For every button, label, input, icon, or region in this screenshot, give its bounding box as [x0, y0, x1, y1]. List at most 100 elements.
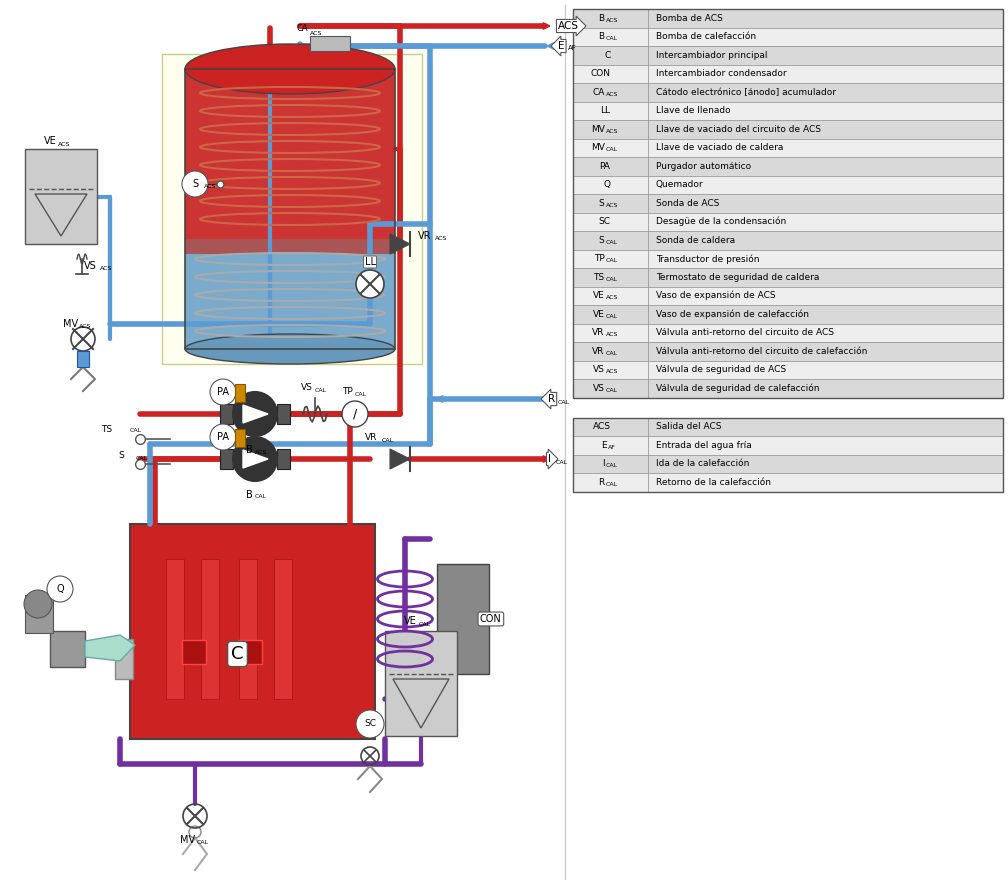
Bar — [648, 176, 1003, 194]
Text: CAL: CAL — [606, 277, 618, 282]
Text: R: R — [548, 394, 555, 404]
Text: SC: SC — [364, 720, 376, 728]
Text: LL: LL — [601, 106, 611, 115]
Text: R: R — [599, 477, 605, 487]
Bar — [648, 231, 1003, 249]
Bar — [239, 559, 257, 699]
Text: MV: MV — [591, 143, 605, 152]
Polygon shape — [243, 450, 268, 468]
Text: CAL: CAL — [558, 400, 571, 405]
Bar — [573, 102, 648, 120]
Text: B: B — [599, 14, 605, 23]
Bar — [220, 404, 233, 424]
Ellipse shape — [185, 44, 395, 94]
Bar — [573, 379, 648, 398]
Text: ACS: ACS — [606, 202, 618, 208]
Text: VS: VS — [593, 365, 605, 374]
Text: Bomba de ACS: Bomba de ACS — [656, 14, 723, 23]
Text: CAL: CAL — [382, 438, 394, 443]
Text: ACS: ACS — [204, 185, 217, 189]
Text: Vaso de expansión de ACS: Vaso de expansión de ACS — [656, 291, 775, 301]
Text: VR: VR — [418, 231, 431, 241]
Text: Q: Q — [56, 584, 64, 594]
Text: B: B — [599, 32, 605, 42]
Bar — [648, 102, 1003, 120]
Text: ACS: ACS — [435, 237, 448, 241]
Bar — [648, 268, 1003, 286]
Bar — [648, 436, 1003, 454]
Text: Llave de vaciado del circuito de ACS: Llave de vaciado del circuito de ACS — [656, 125, 821, 133]
Bar — [648, 454, 1003, 473]
Bar — [573, 120, 648, 139]
Text: Válvula anti-retorno del circuito de ACS: Válvula anti-retorno del circuito de ACS — [656, 328, 834, 338]
Text: ACS: ACS — [79, 324, 92, 330]
Text: I: I — [602, 460, 605, 469]
Text: ACS: ACS — [606, 332, 618, 338]
Text: CAL: CAL — [606, 388, 618, 392]
Bar — [648, 249, 1003, 268]
Text: B: B — [246, 490, 253, 500]
Text: Bomba de calefacción: Bomba de calefacción — [656, 32, 756, 42]
Bar — [130, 524, 375, 739]
Text: Entrada del agua fría: Entrada del agua fría — [656, 441, 752, 450]
Text: MV: MV — [591, 125, 605, 133]
Text: VS: VS — [593, 384, 605, 392]
Text: Cátodo electrónico [ánodo] acumulador: Cátodo electrónico [ánodo] acumulador — [656, 88, 836, 96]
Text: CAL: CAL — [255, 494, 267, 499]
Circle shape — [24, 590, 52, 618]
Text: CAL: CAL — [314, 387, 328, 392]
Text: Válvula de seguridad de calefacción: Válvula de seguridad de calefacción — [656, 384, 820, 393]
Bar — [648, 139, 1003, 157]
Bar — [573, 249, 648, 268]
Bar — [573, 65, 648, 83]
Bar — [573, 194, 648, 212]
Bar — [277, 404, 290, 424]
Text: B: B — [246, 445, 253, 455]
Bar — [648, 473, 1003, 492]
Bar — [185, 69, 395, 349]
Bar — [573, 9, 1003, 398]
Text: Q: Q — [604, 180, 611, 189]
Text: CA: CA — [296, 24, 308, 33]
Text: CAL: CAL — [606, 463, 618, 469]
Bar — [648, 361, 1003, 379]
Text: Retorno de la calefacción: Retorno de la calefacción — [656, 477, 771, 487]
Bar — [648, 9, 1003, 27]
Text: ACS: ACS — [310, 31, 323, 36]
Bar — [166, 559, 184, 699]
Bar — [648, 65, 1003, 83]
Circle shape — [342, 401, 368, 427]
Text: ACS: ACS — [606, 295, 618, 301]
Text: VE: VE — [404, 616, 417, 626]
Bar — [235, 429, 245, 447]
Bar — [573, 231, 648, 249]
Text: Salida del ACS: Salida del ACS — [656, 423, 722, 431]
Text: CAL: CAL — [197, 841, 209, 845]
Bar — [648, 157, 1003, 176]
Text: TS: TS — [101, 424, 112, 433]
Polygon shape — [390, 449, 410, 469]
Text: CAL: CAL — [606, 240, 618, 245]
Text: MV: MV — [62, 319, 79, 329]
Bar — [573, 268, 648, 286]
Bar — [185, 69, 395, 249]
Bar — [77, 351, 89, 367]
Text: TS: TS — [594, 273, 605, 282]
Text: Desagüe de la condensación: Desagüe de la condensación — [656, 217, 786, 226]
Text: ACS: ACS — [606, 370, 618, 374]
Text: ACS: ACS — [558, 21, 579, 31]
Bar — [573, 473, 648, 492]
Bar — [238, 640, 262, 664]
Bar — [573, 176, 648, 194]
Text: VR: VR — [365, 432, 377, 441]
Text: CAL: CAL — [606, 148, 618, 152]
Text: C: C — [604, 50, 611, 60]
Bar — [220, 449, 233, 469]
Text: VE: VE — [44, 136, 57, 146]
Text: Válvula de seguridad de ACS: Válvula de seguridad de ACS — [656, 365, 786, 374]
Circle shape — [182, 171, 208, 197]
Text: ACS: ACS — [255, 449, 267, 454]
Text: AF: AF — [608, 445, 615, 450]
Text: AF: AF — [568, 45, 577, 51]
Text: CAL: CAL — [136, 455, 148, 461]
